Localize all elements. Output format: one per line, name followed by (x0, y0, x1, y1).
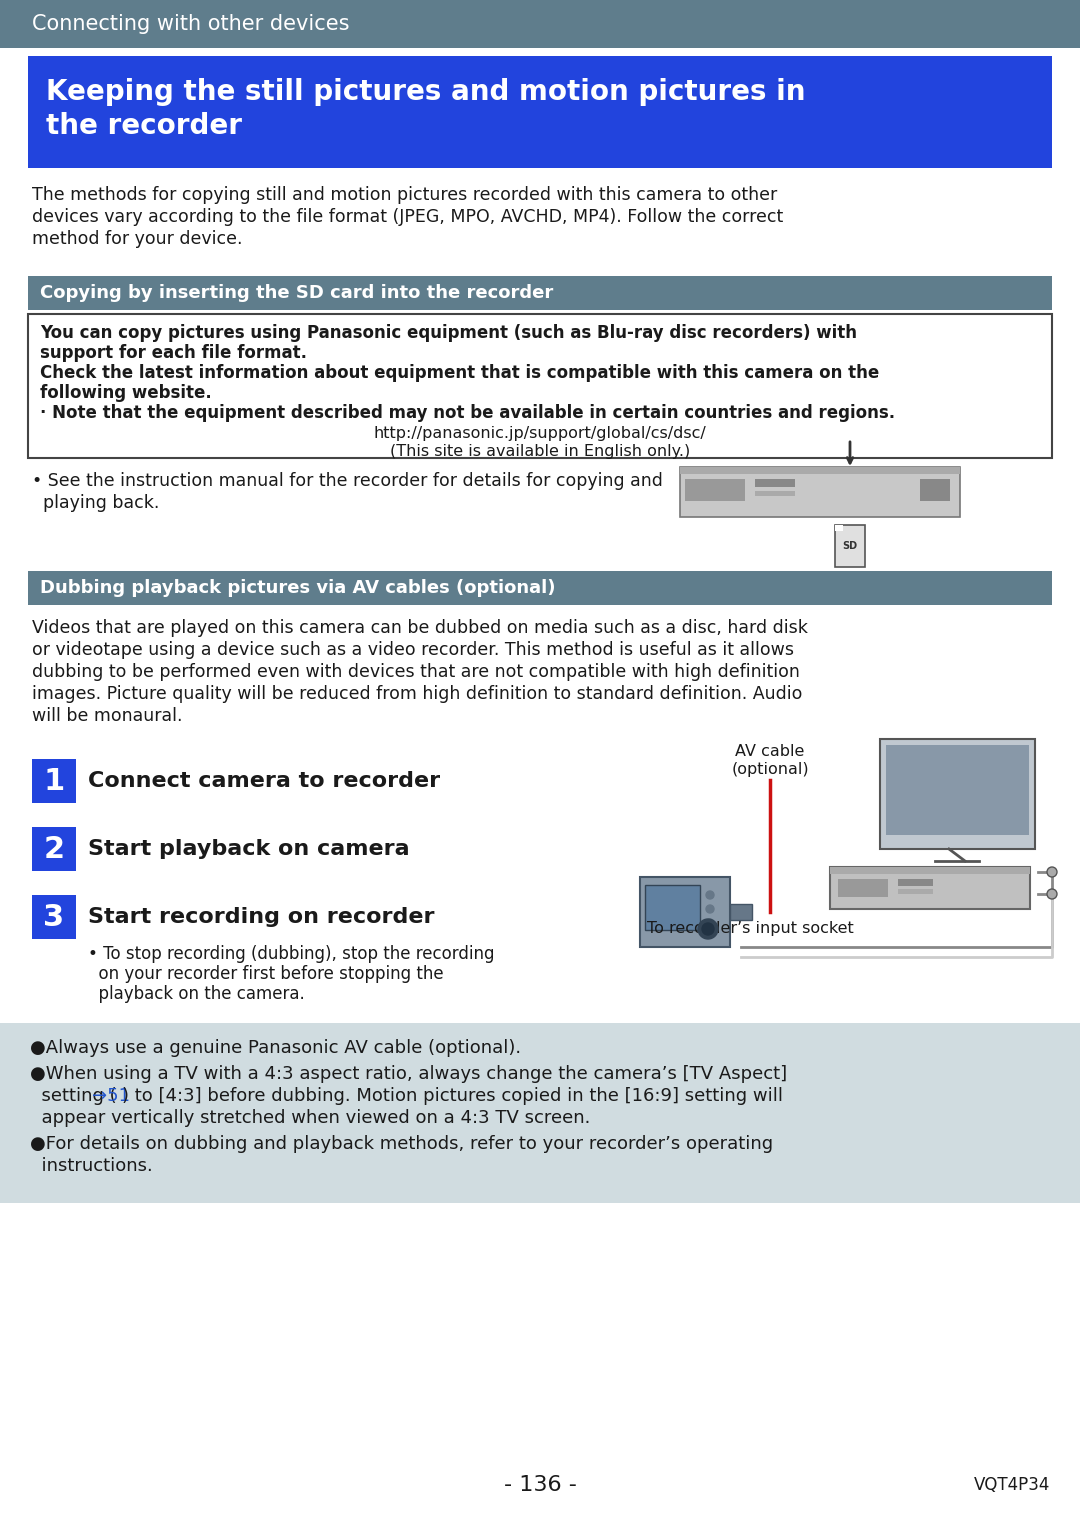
Text: You can copy pictures using Panasonic equipment (such as Blu-ray disc recorders): You can copy pictures using Panasonic eq… (40, 324, 858, 342)
Text: - 136 -: - 136 - (503, 1475, 577, 1495)
Text: The methods for copying still and motion pictures recorded with this camera to o: The methods for copying still and motion… (32, 186, 778, 204)
Bar (897, 889, 933, 893)
Bar (831, 867, 1030, 909)
Bar (730, 904, 752, 919)
Bar (28, 276, 1052, 310)
Bar (920, 479, 950, 500)
Text: appear vertically stretched when viewed on a 4:3 TV screen.: appear vertically stretched when viewed … (30, 1108, 591, 1127)
Text: method for your device.: method for your device. (32, 230, 243, 249)
Text: dubbing to be performed even with devices that are not compatible with high defi: dubbing to be performed even with device… (32, 663, 800, 682)
Text: on your recorder first before stopping the: on your recorder first before stopping t… (87, 966, 444, 982)
Bar (32, 895, 76, 939)
Text: (This site is available in English only.): (This site is available in English only.… (390, 444, 690, 459)
Text: ●For details on dubbing and playback methods, refer to your recorder’s operating: ●For details on dubbing and playback met… (30, 1134, 773, 1153)
Circle shape (702, 923, 714, 935)
Text: Start recording on recorder: Start recording on recorder (87, 907, 434, 927)
Bar (835, 525, 865, 566)
Text: setting (: setting ( (30, 1087, 117, 1105)
Bar (838, 880, 888, 896)
Text: following website.: following website. (40, 384, 212, 402)
Bar (28, 315, 1052, 457)
Bar (755, 479, 795, 487)
Bar (28, 55, 1052, 167)
Text: http://panasonic.jp/support/global/cs/dsc/: http://panasonic.jp/support/global/cs/ds… (374, 427, 706, 441)
Text: playing back.: playing back. (32, 494, 160, 513)
Bar (831, 867, 1030, 873)
Text: Connecting with other devices: Connecting with other devices (32, 14, 350, 34)
Circle shape (706, 890, 714, 900)
Circle shape (698, 919, 718, 939)
Bar (835, 525, 843, 531)
Text: Connect camera to recorder: Connect camera to recorder (87, 771, 441, 791)
Circle shape (706, 919, 714, 927)
Text: • See the instruction manual for the recorder for details for copying and: • See the instruction manual for the rec… (32, 471, 663, 490)
Text: 3: 3 (43, 903, 65, 932)
Text: support for each file format.: support for each file format. (40, 344, 307, 362)
Text: devices vary according to the file format (JPEG, MPO, AVCHD, MP4). Follow the co: devices vary according to the file forma… (32, 209, 783, 226)
Text: the recorder: the recorder (46, 112, 242, 140)
Bar (685, 479, 745, 500)
Bar (0, 1022, 1080, 1203)
Circle shape (1047, 867, 1057, 876)
Text: images. Picture quality will be reduced from high definition to standard definit: images. Picture quality will be reduced … (32, 685, 802, 703)
Text: AV cable: AV cable (735, 744, 805, 758)
Text: VQT4P34: VQT4P34 (974, 1477, 1050, 1494)
Circle shape (1047, 889, 1057, 900)
Bar (28, 571, 1052, 605)
Bar (0, 0, 1080, 48)
Bar (897, 880, 933, 886)
Text: Copying by inserting the SD card into the recorder: Copying by inserting the SD card into th… (40, 284, 553, 302)
Bar (755, 491, 795, 496)
Text: or videotape using a device such as a video recorder. This method is useful as i: or videotape using a device such as a vi… (32, 642, 794, 659)
Text: ●When using a TV with a 4:3 aspect ratio, always change the camera’s [TV Aspect]: ●When using a TV with a 4:3 aspect ratio… (30, 1065, 787, 1084)
Text: playback on the camera.: playback on the camera. (87, 985, 305, 1002)
Text: Dubbing playback pictures via AV cables (optional): Dubbing playback pictures via AV cables … (40, 579, 555, 597)
Text: →51: →51 (92, 1087, 130, 1105)
Text: • To stop recording (dubbing), stop the recording: • To stop recording (dubbing), stop the … (87, 946, 495, 962)
Text: Start playback on camera: Start playback on camera (87, 840, 409, 860)
Text: 2: 2 (43, 835, 65, 864)
Bar (32, 758, 76, 803)
Bar (32, 827, 76, 870)
Text: To recorder’s input socket: To recorder’s input socket (647, 921, 853, 936)
Text: ●Always use a genuine Panasonic AV cable (optional).: ●Always use a genuine Panasonic AV cable… (30, 1039, 522, 1058)
Text: SD: SD (842, 540, 858, 551)
Bar (680, 467, 960, 474)
Text: instructions.: instructions. (30, 1157, 152, 1174)
Text: 1: 1 (43, 766, 65, 795)
Text: will be monaural.: will be monaural. (32, 708, 183, 725)
Text: Videos that are played on this camera can be dubbed on media such as a disc, har: Videos that are played on this camera ca… (32, 619, 808, 637)
Text: Check the latest information about equipment that is compatible with this camera: Check the latest information about equip… (40, 364, 879, 382)
Bar (886, 744, 1029, 835)
Bar (645, 886, 700, 930)
Bar (680, 467, 960, 517)
Bar (880, 738, 1035, 849)
Circle shape (706, 906, 714, 913)
Text: · Note that the equipment described may not be available in certain countries an: · Note that the equipment described may … (40, 404, 895, 422)
Text: Keeping the still pictures and motion pictures in: Keeping the still pictures and motion pi… (46, 78, 806, 106)
Text: (optional): (optional) (731, 761, 809, 777)
Bar (640, 876, 730, 947)
Text: ) to [4:3] before dubbing. Motion pictures copied in the [16:9] setting will: ) to [4:3] before dubbing. Motion pictur… (122, 1087, 783, 1105)
